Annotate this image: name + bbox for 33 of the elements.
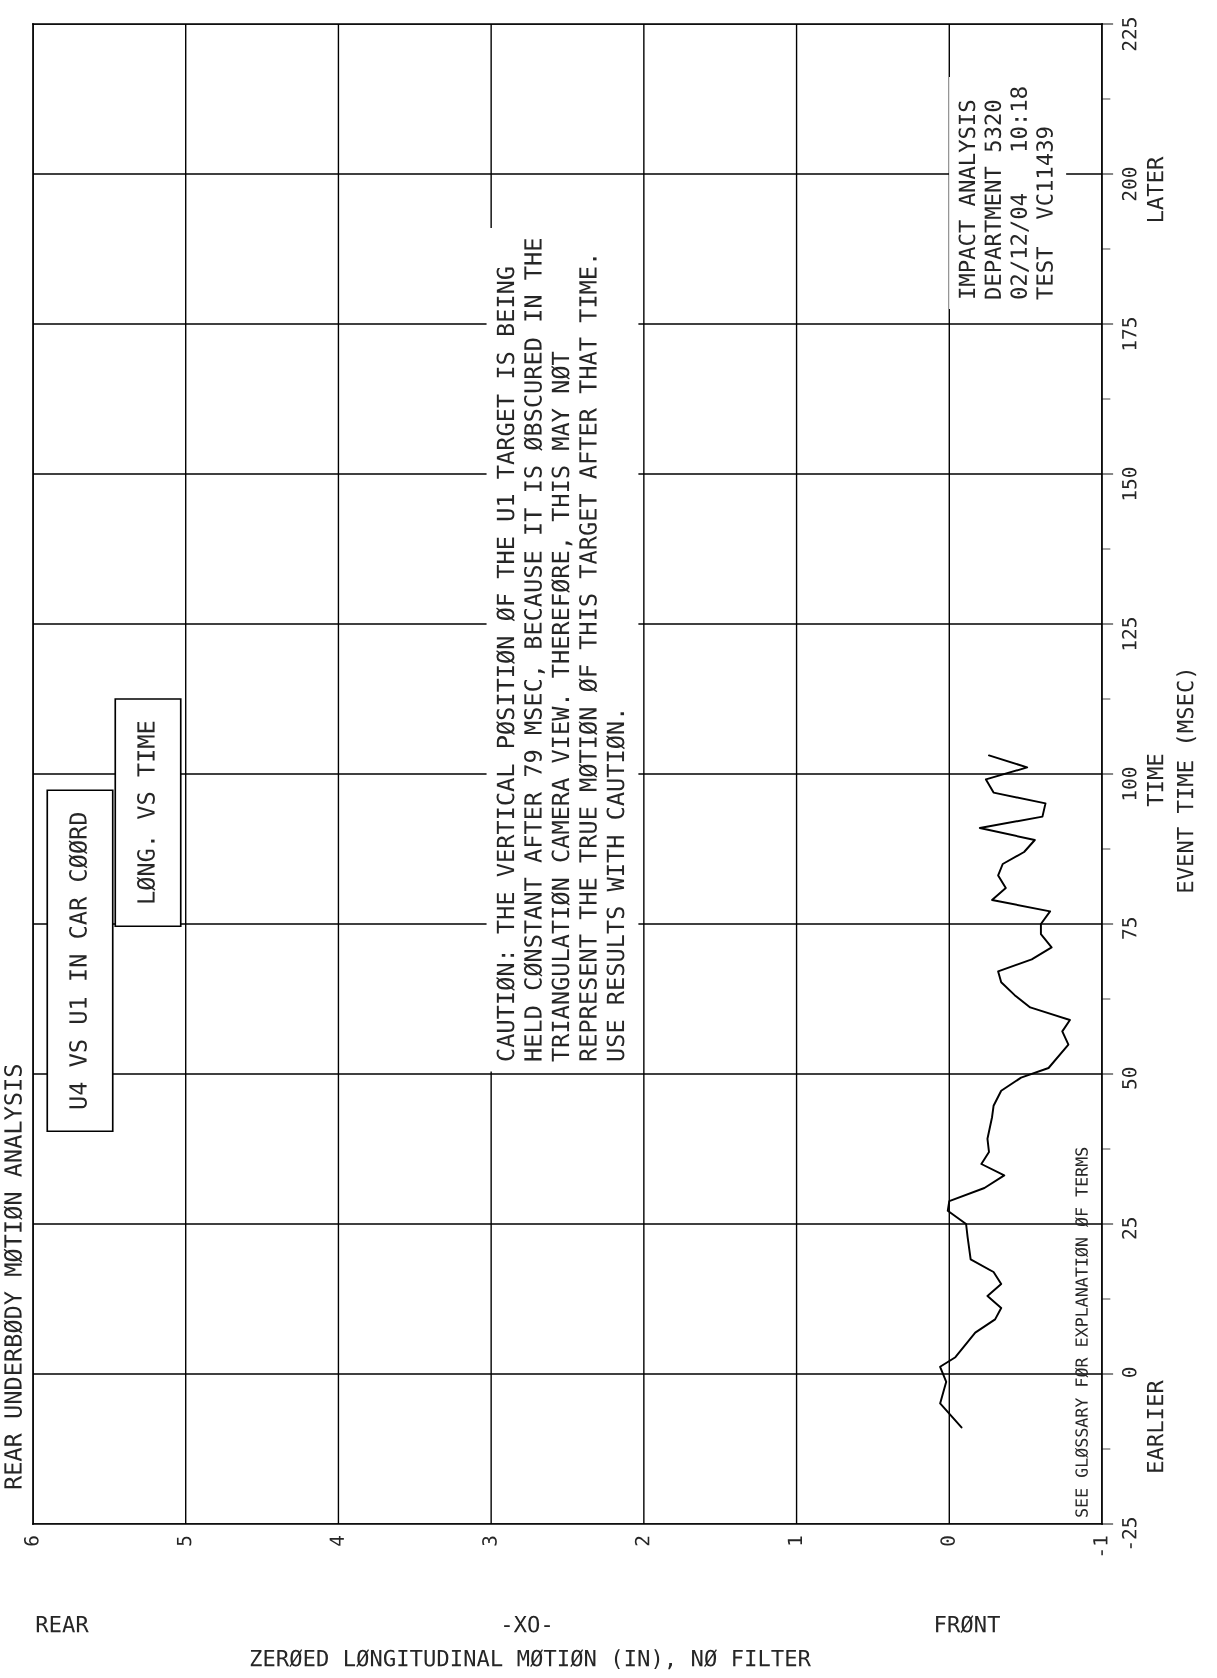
y-tick-label: -25 <box>1121 1518 1137 1549</box>
text: -XO- <box>504 1615 550 1633</box>
annotation: SEE GLØSSARY FØR EXPLANATIØN ØF TERMS <box>1074 1147 1089 1517</box>
y-tick-label: 0 <box>1121 1367 1137 1377</box>
y-tick-label: 25 <box>1121 1218 1137 1239</box>
annotation: LØNG. VS TIME <box>136 721 156 903</box>
x-tick-label: -1 <box>1093 1536 1108 1556</box>
y-tick-label: 175 <box>1122 318 1137 350</box>
y-tick-label: 150 <box>1121 467 1137 500</box>
y-axis-title: EVENT TIME (MSEC) <box>1176 670 1197 892</box>
y-tick-label: 225 <box>1121 18 1137 51</box>
x-tick-label: 4 <box>329 1536 344 1546</box>
x-tick-label: 1 <box>787 1536 802 1545</box>
x-tick-label: 5 <box>176 1536 192 1546</box>
text: EARLIER <box>1146 1380 1164 1472</box>
y-tick-label: 100 <box>1121 767 1137 800</box>
y-tick-label: 200 <box>1121 167 1137 201</box>
x-tick-label: 0 <box>940 1536 955 1546</box>
text: TIME <box>1146 754 1164 807</box>
annotation: U4 VS U1 IN CAR CØØRD <box>68 812 88 1109</box>
annotation: CAUTIØN: THE VERTICAL PØSITIØN ØF THE U1 TARGET IS BEING HELD CØNSTANT AFTER 79 MSEC, BECAUSE IT IS ØBSCURED IN THE TRIANGULATIØN CAMERA VIEW. THEREFØRE, THIS MAY NØT REPRESENT THE TRUE MØTIØN ØF THIS TARGET AFTER THAT TIME. USE RESULTS WITH CAUTIØN. <box>496 239 625 1062</box>
x-tick-label: 3 <box>482 1536 497 1546</box>
text: LATER <box>1146 156 1164 222</box>
annotation: IMPACT ANALYSIS DEPARTMENT 5320 02/12/04 10:18 TEST VC11439 <box>958 87 1053 300</box>
y-tick-label: 125 <box>1121 618 1137 650</box>
text: REAR <box>36 1615 89 1633</box>
x-axis-title: ZERØED LØNGITUDINAL MØTIØN (IN), NØ FILTER <box>250 1649 811 1670</box>
y-tick-label: 50 <box>1121 1067 1137 1089</box>
text: REAR UNDERBØDY MØTIØN ANALYSIS <box>3 1065 23 1489</box>
x-tick-label: 6 <box>23 1536 39 1546</box>
text: FRØNT <box>936 1615 1000 1633</box>
y-tick-label: 75 <box>1122 918 1137 939</box>
x-tick-label: 2 <box>634 1536 650 1546</box>
